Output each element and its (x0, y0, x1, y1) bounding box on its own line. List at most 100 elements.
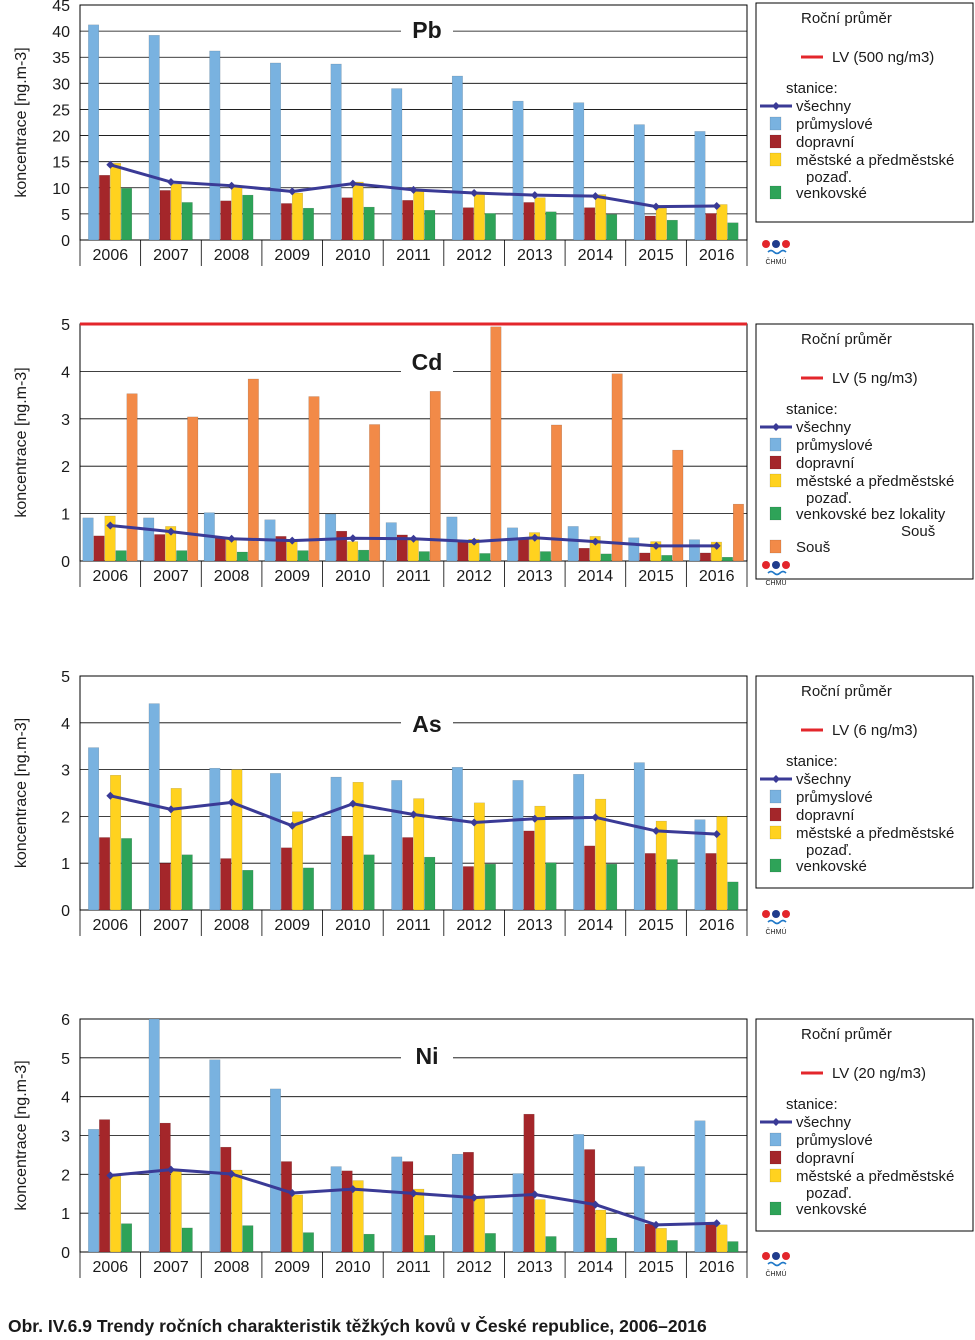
legend-label: všechny (796, 419, 852, 436)
bar-traffic (639, 552, 651, 562)
bar-rural (661, 555, 673, 562)
y-tick-label: 5 (61, 1051, 70, 1068)
line-point (712, 202, 721, 211)
legend-label: venkovské bez lokality (796, 506, 946, 523)
y-tick-label: 20 (52, 129, 70, 146)
logo-dot-right (782, 240, 790, 248)
legend-box (755, 1018, 974, 1232)
legend-label: všechny (796, 1114, 852, 1131)
legend-box (755, 323, 974, 580)
x-tick-label: 2016 (699, 1259, 735, 1276)
bar-industrial (512, 1173, 524, 1253)
bar-traffic (584, 207, 596, 241)
bar-traffic (281, 847, 292, 911)
bar-rural (236, 551, 248, 562)
bar-urban (534, 805, 546, 911)
y-tick-label: 4 (61, 1090, 70, 1107)
logo-dot-right (782, 561, 790, 569)
x-tick-label: 2006 (93, 568, 129, 585)
bar-rural (484, 1233, 496, 1253)
bar-rural (606, 214, 618, 241)
bar-rural (484, 863, 496, 911)
bar-industrial (567, 526, 579, 562)
legend-label: pozaď. (806, 842, 852, 859)
x-tick-label: 2007 (153, 917, 189, 934)
bar-rural (424, 210, 436, 241)
line-point (348, 534, 357, 543)
legend-label: průmyslové (796, 437, 873, 454)
bar-traffic (281, 1161, 292, 1253)
line-point (288, 1188, 297, 1197)
bar-traffic (644, 853, 656, 911)
legend-swatch-rural (769, 1201, 782, 1216)
line-point (166, 1165, 175, 1174)
title-background (401, 13, 453, 43)
bar-traffic (705, 1223, 717, 1253)
logo-dot-right (782, 1252, 790, 1260)
chart-title: Pb (412, 17, 441, 43)
x-tick-label: 2009 (274, 1259, 310, 1276)
line-point (227, 1169, 236, 1178)
legend-label: dopravní (796, 455, 855, 472)
x-tick-label: 2014 (578, 1259, 614, 1276)
bar-industrial (82, 517, 94, 562)
bar-industrial (88, 747, 100, 911)
legend-label: venkovské (796, 185, 867, 202)
line-point (530, 191, 539, 200)
x-tick-label: 2007 (153, 568, 189, 585)
y-tick-label: 0 (61, 233, 70, 250)
bar-urban (352, 1180, 364, 1253)
logo-dot-left (762, 1252, 770, 1260)
bar-industrial (694, 819, 706, 911)
chart-title: Cd (412, 349, 443, 375)
bar-rural (727, 222, 739, 241)
chart-ni: 0 1 2 3 4 5 6 2006 2007 2008 2009 2010 2011 2012 2013 2… (13, 1012, 974, 1278)
bar-rural (727, 1241, 739, 1253)
x-tick-label: 2008 (214, 917, 250, 934)
bar-industrial (451, 75, 463, 241)
x-tick-label: 2006 (93, 917, 129, 934)
legend-box (755, 675, 974, 889)
bar-sous (126, 393, 138, 562)
y-tick-label: 3 (61, 763, 70, 780)
bar-traffic (584, 845, 596, 911)
legend-swatch-marker (772, 775, 780, 783)
legend-swatch-industrial (769, 116, 782, 131)
bar-traffic (99, 837, 111, 911)
bar-traffic (584, 1149, 596, 1253)
bar-urban (231, 186, 243, 241)
bar-traffic (220, 1146, 232, 1253)
legend-label: pozaď. (806, 490, 852, 507)
bar-rural (666, 859, 678, 911)
x-tick-label: 2009 (274, 568, 310, 585)
figure-caption: Obr. IV.6.9 Trendy ročních charakteristi… (8, 1316, 707, 1336)
bar-rural (242, 194, 254, 241)
line-point (530, 533, 539, 542)
bar-urban (595, 194, 607, 241)
y-tick-label: 15 (52, 155, 70, 172)
bar-sous (429, 391, 441, 562)
bar-industrial (270, 62, 281, 241)
line-point (409, 1189, 418, 1198)
legend-swatch-industrial (769, 789, 782, 804)
x-tick-label: 2009 (274, 247, 310, 264)
y-tick-label: 6 (61, 1012, 70, 1029)
y-axis-label: koncentrace [ng.m-3] (13, 718, 30, 868)
logo-dot-middle (772, 561, 780, 569)
legend-swatch-urban (769, 1168, 782, 1183)
legend-label: venkovské (796, 858, 867, 875)
bar-urban (595, 798, 607, 911)
bar-urban (413, 1188, 425, 1253)
x-tick-label: 2011 (396, 568, 431, 585)
line-point (470, 537, 479, 546)
chart-as: 0 1 2 3 4 5 2006 2007 2008 2009 2010 2011 2012 2013 20… (13, 669, 974, 936)
bar-industrial (391, 780, 403, 911)
bar-sous (732, 503, 744, 562)
legend-label: všechny (796, 98, 852, 115)
line-point (652, 202, 661, 211)
x-tick-label: 2016 (699, 568, 735, 585)
legend-label: průmyslové (796, 789, 873, 806)
x-tick-label: 2015 (638, 247, 674, 264)
legend-label: pozaď. (806, 169, 852, 186)
